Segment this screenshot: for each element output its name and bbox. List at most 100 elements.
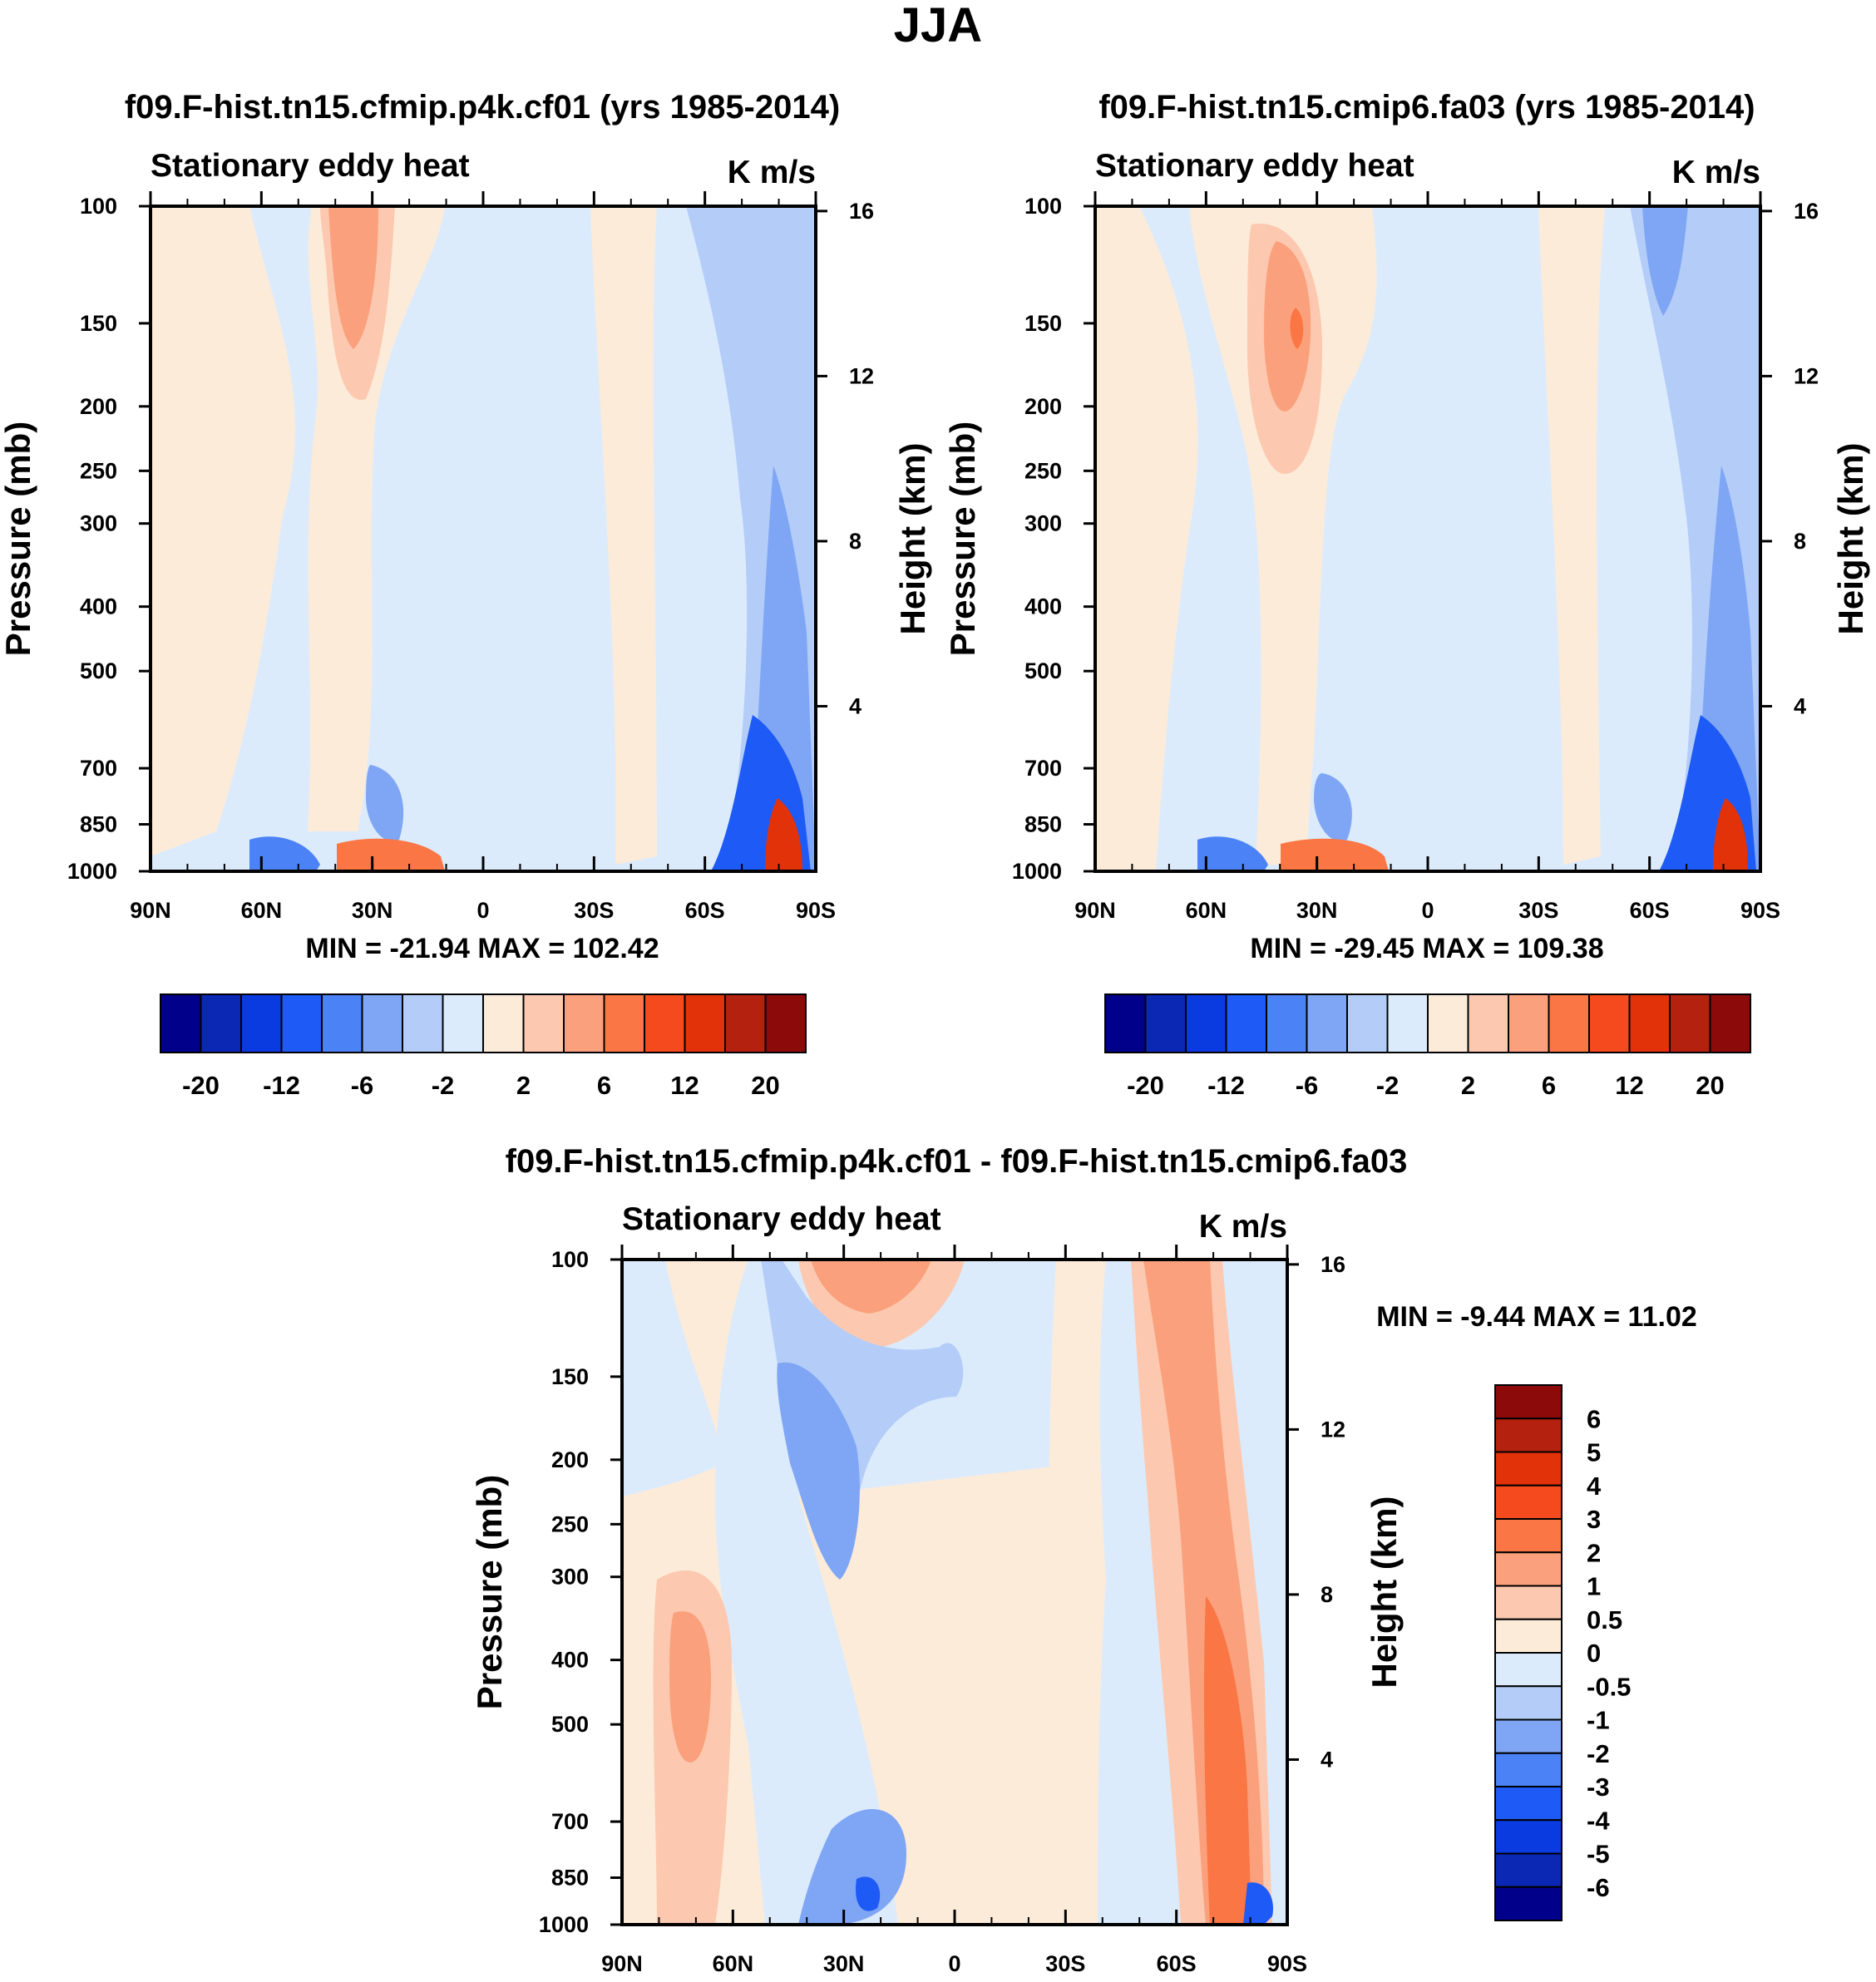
x-tick-label: 30N xyxy=(352,898,393,923)
colorbar-swatch xyxy=(1467,993,1509,1053)
y-tick-label: 400 xyxy=(551,1648,589,1673)
panel-3-y2label: Height (km) xyxy=(1365,1496,1404,1689)
panel-2-midlat-cool-spot xyxy=(1314,773,1352,841)
colorbar-swatch xyxy=(1144,993,1187,1053)
panel-1-southern-warm-column xyxy=(590,206,657,865)
colorbar-swatch xyxy=(1494,1384,1563,1420)
y2-tick-label: 12 xyxy=(1321,1417,1345,1442)
colorbar-swatch xyxy=(644,993,686,1053)
panel-2-polar-warm-max xyxy=(1713,798,1748,871)
y-tick-label: 100 xyxy=(80,194,117,219)
x-tick-label: 90S xyxy=(796,898,836,923)
panel-3-axes: 90N 60N 30N 0 30S 60S 90S 100 150 200 250 300 400 500… xyxy=(539,1245,1345,1976)
y2-tick-label: 4 xyxy=(849,693,861,718)
colorbar-label: -0.5 xyxy=(1587,1672,1631,1701)
panel-3-upper-warm-peak xyxy=(811,1260,931,1314)
colorbar-label: 5 xyxy=(1587,1438,1601,1467)
colorbar-swatch xyxy=(1494,1585,1563,1620)
colorbar-label: -12 xyxy=(263,1071,300,1100)
colorbar-label: 20 xyxy=(1696,1071,1724,1100)
y2-tick-label: 12 xyxy=(1794,363,1819,388)
panel-1-polar-warm-max xyxy=(765,798,802,871)
panel-2-polar-upper-cool xyxy=(1642,206,1688,316)
panel-3-plot-area xyxy=(622,1260,1287,1925)
colorbar-label: -4 xyxy=(1587,1806,1610,1835)
colorbar-swatch xyxy=(684,993,726,1053)
colorbar-label: 12 xyxy=(670,1071,699,1100)
x-tick-label: 30N xyxy=(823,1951,865,1976)
colorbar-label: 1 xyxy=(1587,1572,1601,1601)
y2-tick-label: 4 xyxy=(1794,693,1806,718)
colorbar-swatch xyxy=(563,993,605,1053)
panel-1-title: f09.F-hist.tn15.cfmip.p4k.cf01 (yrs 1985… xyxy=(125,89,840,126)
colorbar-swatch xyxy=(1225,993,1267,1053)
y2-tick-label: 8 xyxy=(849,529,861,554)
colorbar-swatch xyxy=(1494,1518,1563,1554)
y-tick-label: 700 xyxy=(1024,756,1062,781)
y-tick-label: 700 xyxy=(551,1809,589,1834)
colorbar-swatch xyxy=(1185,993,1227,1053)
y2-tick-label: 8 xyxy=(1321,1582,1333,1607)
colorbar-swatch xyxy=(1548,993,1590,1053)
x-tick-label: 0 xyxy=(948,1951,960,1976)
panel-2-upper-warm-peak xyxy=(1264,241,1311,412)
colorbar-label: 0 xyxy=(1587,1639,1601,1668)
panel-1-midlat-cool-spot xyxy=(366,765,404,841)
panel-1-colorbar: -20 -12 -6 -2 2 6 12 20 xyxy=(160,993,807,1100)
colorbar-swatch xyxy=(1494,1852,1563,1888)
panel-3-ylabel: Pressure (mb) xyxy=(470,1475,509,1709)
y-tick-label: 200 xyxy=(1024,394,1062,419)
y-tick-label: 500 xyxy=(1024,658,1062,683)
y2-tick-label: 16 xyxy=(1794,199,1819,224)
x-tick-label: 90N xyxy=(601,1951,643,1976)
panel-3-north-cool-tongue xyxy=(622,1260,723,1496)
colorbar-swatch xyxy=(1494,1618,1563,1654)
y2-tick-label: 12 xyxy=(849,363,874,388)
x-tick-label: 90S xyxy=(1740,898,1780,923)
panel-2: f09.F-hist.tn15.cmip6.fa03 (yrs 1985-201… xyxy=(943,89,1870,1100)
colorbar-swatch xyxy=(482,993,525,1053)
panel-3-stats: MIN = -9.44 MAX = 11.02 xyxy=(1376,1301,1697,1333)
colorbar-swatch xyxy=(1508,993,1550,1053)
y2-tick-label: 4 xyxy=(1321,1747,1333,1772)
panel-3-polar-warm-max xyxy=(1203,1596,1251,1925)
y-tick-label: 300 xyxy=(551,1565,589,1590)
panel-2-upper-warm-max xyxy=(1290,308,1304,349)
panel-3: f09.F-hist.tn15.cfmip.p4k.cf01 - f09.F-h… xyxy=(470,1143,1697,1976)
panel-3-southern-warm-column xyxy=(1049,1260,1106,1925)
panel-3-title: f09.F-hist.tn15.cfmip.p4k.cf01 - f09.F-h… xyxy=(506,1143,1408,1180)
colorbar-swatch xyxy=(1104,993,1147,1053)
panel-2-surface-cool-patch xyxy=(1197,836,1268,871)
colorbar-label: 2 xyxy=(1587,1538,1601,1567)
y-tick-label: 400 xyxy=(80,594,117,619)
x-tick-label: 60N xyxy=(241,898,283,923)
colorbar-swatch xyxy=(280,993,323,1053)
colorbar-swatch xyxy=(1628,993,1671,1053)
colorbar-swatch xyxy=(1494,1819,1563,1855)
y-tick-label: 850 xyxy=(1024,812,1062,837)
panel-3-variable-label: Stationary eddy heat xyxy=(622,1201,941,1237)
x-tick-label: 0 xyxy=(476,898,489,923)
x-tick-label: 60N xyxy=(1186,898,1227,923)
y-tick-label: 1000 xyxy=(67,859,117,884)
panel-1-variable-label: Stationary eddy heat xyxy=(151,148,470,184)
panel-2-title: f09.F-hist.tn15.cmip6.fa03 (yrs 1985-201… xyxy=(1098,89,1755,126)
y-tick-label: 850 xyxy=(80,812,117,837)
panel-2-southern-warm-column xyxy=(1538,206,1605,865)
colorbar-swatch xyxy=(1588,993,1631,1053)
x-tick-label: 60S xyxy=(1630,898,1670,923)
y-tick-label: 100 xyxy=(551,1247,589,1272)
panel-1-surface-warm-band xyxy=(337,838,445,871)
panel-1-stats: MIN = -21.94 MAX = 102.42 xyxy=(305,933,659,964)
panel-3-units-label: K m/s xyxy=(1199,1209,1287,1245)
colorbar-label: -3 xyxy=(1587,1772,1610,1802)
y-tick-label: 250 xyxy=(1024,458,1062,483)
colorbar-swatch xyxy=(724,993,767,1053)
panel-3-equatorial-warm-belt xyxy=(798,1463,1084,1925)
y-tick-label: 250 xyxy=(551,1511,589,1536)
panel-1-ylabel: Pressure (mb) xyxy=(0,422,37,656)
panel-2-stats: MIN = -29.45 MAX = 109.38 xyxy=(1250,933,1603,964)
colorbar-label: -6 xyxy=(351,1071,374,1100)
x-tick-label: 0 xyxy=(1421,898,1434,923)
colorbar-swatch xyxy=(1427,993,1469,1053)
